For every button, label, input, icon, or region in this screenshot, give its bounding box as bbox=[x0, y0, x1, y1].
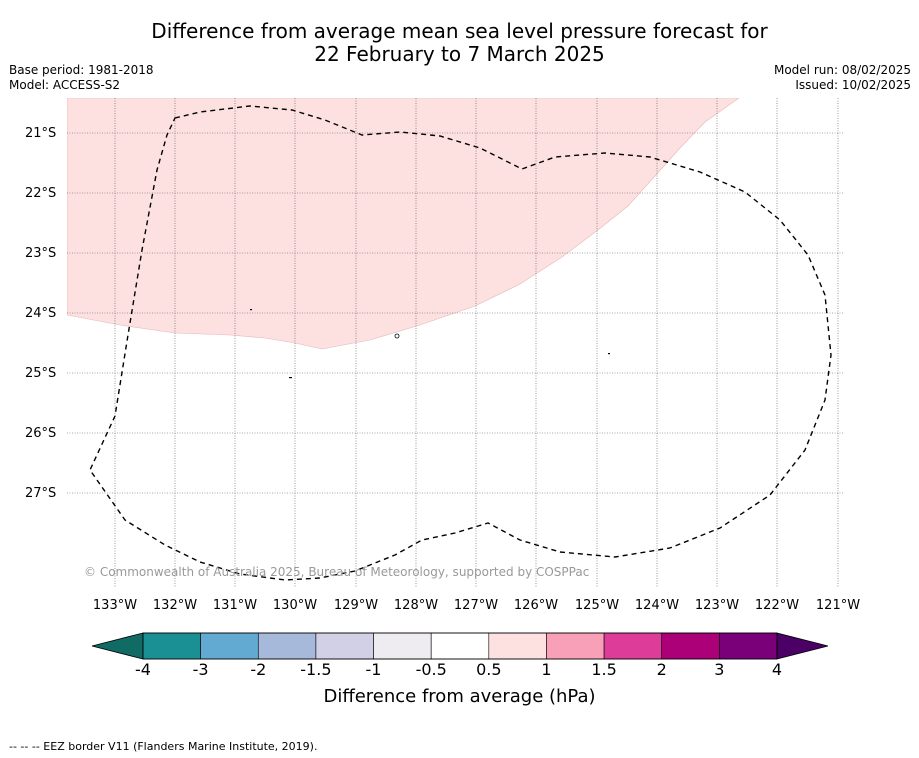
lat-label-23s: 23°S bbox=[25, 246, 57, 261]
chart-title-line2: 22 February to 7 March 2025 bbox=[314, 42, 605, 66]
colorbar-tick-label: 4 bbox=[771, 660, 783, 679]
colorbar-tick-label: -2 bbox=[250, 660, 267, 679]
island-marks bbox=[250, 309, 610, 379]
lon-label-125w: 125°W bbox=[574, 598, 620, 613]
copyright-text: © Commonwealth of Australia 2025, Bureau… bbox=[84, 565, 590, 579]
model-text: Model: ACCESS-S2 bbox=[9, 78, 121, 92]
colorbar-tick-label: 2 bbox=[656, 660, 667, 679]
eez-border bbox=[89, 105, 832, 581]
colorbar-tick-label: 1 bbox=[541, 660, 552, 679]
colorbar-title: Difference from average (hPa) bbox=[323, 686, 596, 707]
colorbar-tick-label: 1.5 bbox=[591, 660, 617, 679]
lon-label-129w: 129°W bbox=[333, 598, 379, 613]
lon-label-126w: 126°W bbox=[513, 598, 559, 613]
eez-legend-footer: -- -- -- EEZ border V11 (Flanders Marine… bbox=[9, 740, 318, 753]
lat-label-27s: 27°S bbox=[25, 486, 57, 501]
lat-label-26s: 26°S bbox=[25, 426, 57, 441]
lon-label-122w: 122°W bbox=[754, 598, 800, 613]
lon-label-123w: 123°W bbox=[694, 598, 740, 613]
model-run-text: Model run: 08/02/2025 bbox=[773, 63, 911, 77]
lat-label-24s: 24°S bbox=[25, 306, 57, 321]
lat-label-25s: 25°S bbox=[25, 366, 57, 381]
lon-label-132w: 132°W bbox=[152, 598, 198, 613]
chart-title-line1: Difference from average mean sea level p… bbox=[151, 19, 768, 43]
colorbar-tick-label: 3 bbox=[714, 660, 725, 679]
lon-label-131w: 131°W bbox=[212, 598, 258, 613]
issued-text: Issued: 10/02/2025 bbox=[795, 78, 911, 92]
lon-label-121w: 121°W bbox=[815, 598, 861, 613]
lat-label-22s: 22°S bbox=[25, 186, 57, 201]
lon-label-124w: 124°W bbox=[634, 598, 680, 613]
colorbar-tick-label: -3 bbox=[192, 660, 209, 679]
base-period-text: Base period: 1981-2018 bbox=[9, 63, 154, 77]
lon-label-130w: 130°W bbox=[272, 598, 318, 613]
colorbar-tick-label: -0.5 bbox=[415, 660, 447, 679]
anomaly-region-fill bbox=[67, 98, 740, 350]
colorbar-tick-label: -1 bbox=[365, 660, 382, 679]
colorbar-tick-label: -4 bbox=[135, 660, 151, 679]
lat-label-21s: 21°S bbox=[25, 126, 57, 141]
lon-label-128w: 128°W bbox=[393, 598, 439, 613]
lon-label-127w: 127°W bbox=[453, 598, 499, 613]
colorbar-tick-label: 0.5 bbox=[476, 660, 502, 679]
colorbar-tick-label: -1.5 bbox=[300, 660, 332, 679]
latitude-gridlines bbox=[67, 132, 843, 494]
lon-label-133w: 133°W bbox=[92, 598, 138, 613]
